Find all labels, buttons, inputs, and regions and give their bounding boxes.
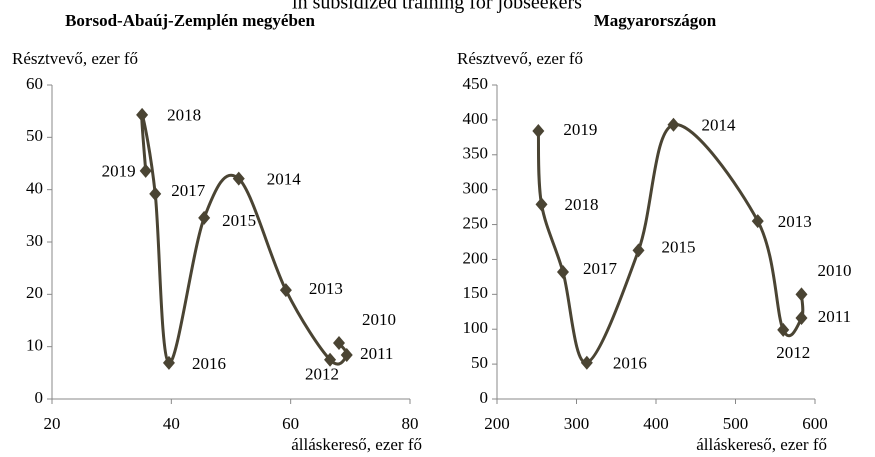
point-label: 2016 — [192, 354, 226, 373]
point — [795, 311, 808, 326]
point-label: 2014 — [701, 116, 736, 135]
y-tick-label: 450 — [463, 74, 489, 93]
y-tick-label: 0 — [480, 388, 489, 407]
point — [136, 107, 149, 122]
point-label: 2011 — [360, 344, 393, 363]
x-tick-label: 400 — [643, 414, 669, 433]
point — [535, 197, 548, 212]
y-tick-label: 150 — [463, 283, 489, 302]
y-tick-label: 60 — [26, 74, 43, 93]
y-tick-label: 50 — [26, 126, 43, 145]
point-label: 2013 — [309, 279, 343, 298]
point — [751, 214, 764, 229]
x-tick-label: 80 — [402, 414, 419, 433]
point-label: 2019 — [102, 162, 136, 181]
point-label: 2010 — [817, 261, 851, 280]
point — [632, 243, 645, 258]
x-tick-label: 500 — [723, 414, 749, 433]
y-tick-label: 40 — [26, 179, 43, 198]
y-tick-label: 30 — [26, 231, 43, 250]
point-label: 2013 — [778, 212, 812, 231]
y-tick-label: 0 — [35, 388, 44, 407]
point — [777, 322, 790, 337]
point — [232, 171, 245, 186]
point-label: 2016 — [613, 354, 647, 373]
x-tick-label: 600 — [802, 414, 828, 433]
point-label: 2018 — [167, 106, 201, 125]
point — [149, 186, 162, 201]
y-axis-label: Résztvevő, ezer fő — [12, 49, 138, 68]
page-title: in subsidized training for jobseekers — [292, 0, 582, 14]
point — [532, 124, 545, 139]
x-axis-label: álláskereső, ezer fő — [291, 435, 422, 454]
y-tick-label: 200 — [463, 248, 489, 267]
y-tick-label: 100 — [463, 318, 489, 337]
point — [795, 287, 808, 302]
point-label: 2017 — [583, 259, 618, 278]
point — [332, 336, 345, 351]
point-label: 2018 — [565, 195, 599, 214]
series-line — [140, 113, 349, 366]
y-tick-label: 20 — [26, 283, 43, 302]
x-tick-label: 200 — [484, 414, 510, 433]
y-tick-label: 400 — [463, 109, 489, 128]
y-tick-label: 250 — [463, 213, 489, 232]
point — [279, 283, 292, 298]
point-label: 2010 — [362, 310, 396, 329]
point — [198, 210, 211, 225]
x-axis-label: álláskereső, ezer fő — [696, 435, 827, 454]
point-label: 2017 — [171, 181, 206, 200]
point — [667, 117, 680, 132]
point-label: 2011 — [818, 307, 851, 326]
y-tick-label: 350 — [463, 144, 489, 163]
point — [324, 352, 337, 367]
point — [162, 355, 175, 370]
x-tick-label: 60 — [282, 414, 299, 433]
point — [556, 265, 569, 280]
point-label: 2015 — [662, 237, 696, 256]
x-tick-label: 300 — [564, 414, 590, 433]
panel-title: Borsod-Abaúj-Zemplén megyében — [65, 11, 315, 30]
panel-title: Magyarországon — [594, 11, 717, 30]
x-tick-label: 20 — [44, 414, 61, 433]
point — [580, 355, 593, 370]
point-label: 2012 — [305, 365, 339, 384]
point-label: 2014 — [267, 170, 302, 189]
point — [340, 348, 353, 363]
x-tick-label: 40 — [163, 414, 180, 433]
point-label: 2019 — [563, 120, 597, 139]
point-label: 2012 — [776, 343, 810, 362]
y-tick-label: 50 — [471, 353, 488, 372]
y-axis-label: Résztvevő, ezer fő — [457, 49, 583, 68]
y-tick-label: 10 — [26, 336, 43, 355]
y-tick-label: 300 — [463, 179, 489, 198]
point — [139, 163, 152, 178]
point-label: 2015 — [222, 211, 256, 230]
